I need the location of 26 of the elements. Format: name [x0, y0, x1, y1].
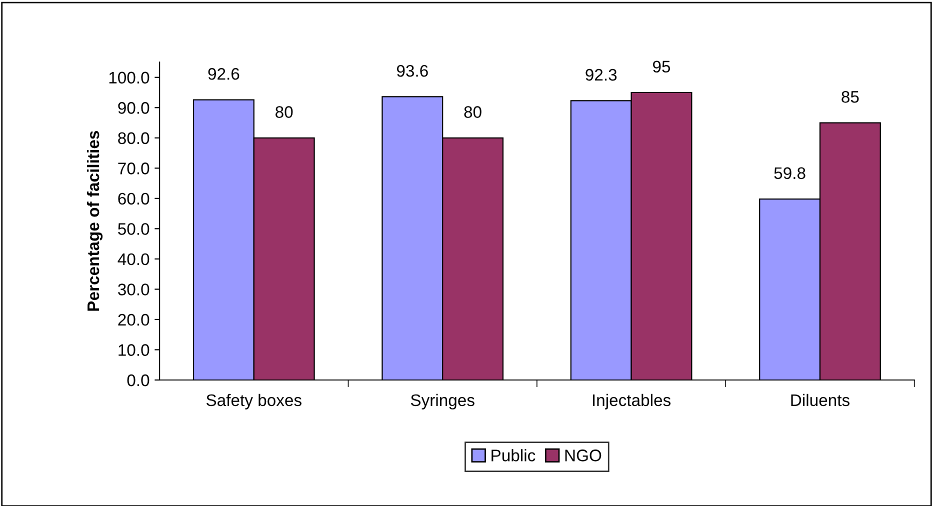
y-tick-label: 20.0 [118, 314, 150, 326]
x-tick-label: Safety boxes [206, 394, 302, 410]
legend-label: NGO [565, 450, 602, 462]
y-tick-label: 0.0 [127, 374, 150, 386]
y-tick-label: 60.0 [118, 192, 150, 205]
y-tick-label: 50.0 [118, 223, 150, 235]
y-tick-label: 80.0 [118, 132, 150, 144]
y-tick-label: 70.0 [118, 162, 150, 174]
y-tick-label: 40.0 [118, 253, 150, 266]
data-label: 80 [464, 106, 482, 118]
y-tick-label: 30.0 [118, 284, 150, 296]
y-axis-title: Percentage of facilities [86, 131, 103, 311]
y-tick-label: 10.0 [118, 344, 150, 356]
data-label: 95 [652, 60, 670, 73]
x-tick-label: Diluents [791, 394, 850, 406]
x-tick-label: Injectables [592, 394, 671, 410]
data-label: 85 [842, 91, 859, 103]
x-tick-label: Syringes [410, 394, 474, 410]
legend-label: Public [492, 449, 536, 462]
data-label: 92.6 [208, 68, 240, 80]
y-tick-label: 100.0 [109, 72, 150, 84]
y-tick-label: 90.0 [118, 102, 150, 114]
data-label: 80 [276, 106, 293, 118]
data-label: 59.8 [774, 167, 806, 180]
data-label: 92.3 [586, 68, 617, 81]
data-label: 93.6 [396, 64, 428, 77]
